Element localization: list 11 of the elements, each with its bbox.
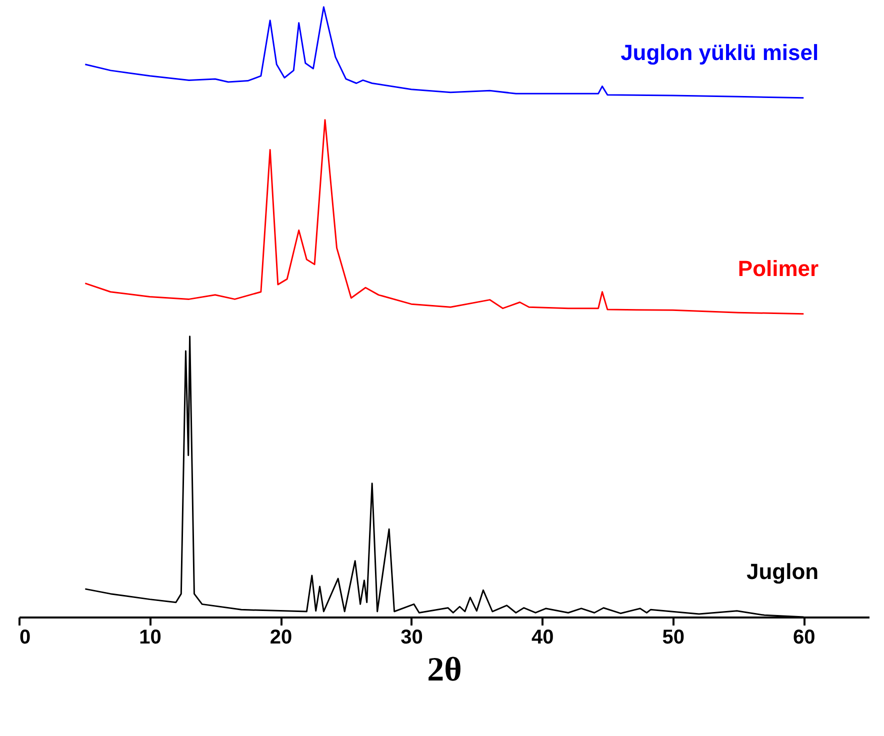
x-tick-label: 60 bbox=[792, 626, 816, 648]
x-tick-label: 30 bbox=[400, 626, 423, 648]
series-label: Juglon yüklü misel bbox=[620, 40, 819, 65]
x-tick-label: 50 bbox=[662, 626, 684, 648]
x-axis-title: 2θ bbox=[427, 652, 462, 688]
series-label: Juglon bbox=[746, 559, 819, 584]
x-tick-label: 20 bbox=[270, 626, 292, 648]
x-tick-label: 40 bbox=[531, 626, 554, 648]
x-tick-label: 10 bbox=[139, 626, 162, 648]
x-tick-label: 0 bbox=[20, 626, 31, 648]
series-label: Polimer bbox=[738, 256, 820, 281]
